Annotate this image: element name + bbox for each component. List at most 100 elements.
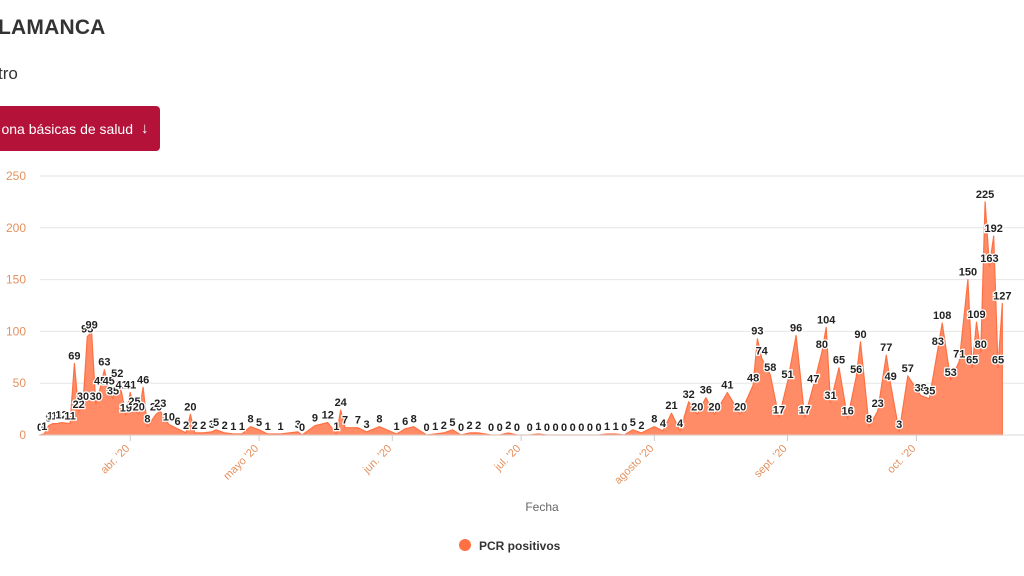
data-labels: 0191111121169223095993045634535524119412… <box>36 188 1013 436</box>
area-series <box>39 201 1024 436</box>
data-label: 150 <box>959 267 977 279</box>
data-label: 47 <box>807 373 819 385</box>
x-axis-ticks: abr. '20 mayo '20 jun. '20 jul. '20 agosto '… <box>99 435 918 487</box>
data-label: 51 <box>781 369 793 381</box>
data-label: 9 <box>312 413 318 425</box>
data-label: 49 <box>884 371 896 383</box>
data-label: 1 <box>41 421 47 433</box>
zone-basic-health-button[interactable]: ona básicas de salud ↓ <box>0 106 160 151</box>
y-tick-label: 150 <box>6 273 26 287</box>
data-label: 3 <box>896 419 902 431</box>
data-label: 20 <box>708 401 720 413</box>
data-label: 5 <box>213 417 219 429</box>
data-label: 2 <box>467 420 473 432</box>
data-label: 65 <box>833 355 845 367</box>
x-tick-label: jun. '20 <box>360 443 394 477</box>
data-label: 192 <box>985 223 1003 235</box>
data-label: 0 <box>621 422 627 434</box>
data-label: 0 <box>514 422 520 434</box>
x-tick-label: jul. '20 <box>492 443 523 474</box>
data-label: 0 <box>587 422 593 434</box>
data-label: 45 <box>103 375 115 387</box>
data-label: 41 <box>124 380 136 392</box>
data-label: 0 <box>578 422 584 434</box>
data-label: 74 <box>756 345 769 357</box>
data-label: 8 <box>247 414 253 426</box>
data-label: 1 <box>394 421 400 433</box>
data-label: 32 <box>683 389 695 401</box>
data-label: 8 <box>651 414 657 426</box>
data-label: 48 <box>747 372 759 384</box>
data-label: 4 <box>677 418 684 430</box>
x-tick-label: abr. '20 <box>99 443 133 477</box>
y-axis-ticks: 0 50 100 150 200 250 <box>6 169 26 442</box>
y-tick-label: 50 <box>13 376 27 390</box>
data-label: 58 <box>764 362 776 374</box>
data-label: 46 <box>137 374 149 386</box>
data-label: 0 <box>488 422 494 434</box>
data-label: 1 <box>604 421 610 433</box>
data-label: 127 <box>993 290 1011 302</box>
y-tick-label: 200 <box>6 221 26 235</box>
data-label: 20 <box>184 401 196 413</box>
data-label: 6 <box>402 416 408 428</box>
data-label: 8 <box>411 414 417 426</box>
x-tick-label: oct. '20 <box>885 443 918 476</box>
data-label: 65 <box>966 355 978 367</box>
data-label: 8 <box>866 414 872 426</box>
legend[interactable]: PCR positivos <box>459 539 561 553</box>
data-label: 7 <box>355 415 361 427</box>
data-label: 20 <box>691 401 703 413</box>
data-label: 31 <box>824 390 836 402</box>
y-tick-label: 250 <box>6 169 26 183</box>
data-label: 7 <box>342 415 348 427</box>
data-label: 30 <box>77 391 89 403</box>
data-label: 45 <box>94 375 106 387</box>
data-label: 63 <box>98 357 110 369</box>
data-label: 8 <box>376 414 382 426</box>
data-label: 17 <box>773 404 785 416</box>
data-label: 53 <box>945 367 957 379</box>
data-label: 23 <box>872 398 884 410</box>
data-label: 1 <box>265 421 271 433</box>
series-area-pcr-positivos <box>39 201 1003 436</box>
y-tick-label: 100 <box>6 324 26 338</box>
data-label: 0 <box>527 422 533 434</box>
data-label: 41 <box>721 380 733 392</box>
data-label: 80 <box>816 339 828 351</box>
data-label: 2 <box>505 420 511 432</box>
data-label: 30 <box>90 391 102 403</box>
page-title: LAMANCA <box>0 16 106 39</box>
data-label: 2 <box>222 420 228 432</box>
data-label: 1 <box>230 421 236 433</box>
data-label: 57 <box>902 363 914 375</box>
data-label: 77 <box>880 342 892 354</box>
data-label: 5 <box>256 417 262 429</box>
data-label: 22 <box>73 399 85 411</box>
data-label: 80 <box>975 339 987 351</box>
legend-marker <box>459 539 471 551</box>
data-label: 0 <box>458 422 464 434</box>
data-label: 0 <box>595 422 601 434</box>
data-label: 1 <box>239 421 245 433</box>
data-label: 21 <box>665 400 677 412</box>
data-label: 10 <box>163 412 175 424</box>
data-label: 2 <box>475 420 481 432</box>
data-label: 0 <box>544 422 550 434</box>
data-label: 11 <box>64 411 76 423</box>
data-label: 71 <box>953 348 965 360</box>
data-label: 99 <box>85 319 97 331</box>
data-label: 11 <box>51 411 63 423</box>
data-label: 1 <box>333 421 339 433</box>
page-subtitle: tro <box>0 64 18 83</box>
data-label: 65 <box>992 355 1004 367</box>
data-label: 0 <box>570 422 576 434</box>
data-label: 3 <box>363 419 369 431</box>
data-label: 6 <box>174 416 180 428</box>
data-label: 25 <box>128 396 140 408</box>
data-label: 225 <box>976 189 994 201</box>
data-label: 56 <box>850 364 862 376</box>
data-label: 12 <box>322 410 334 422</box>
data-label: 3 <box>295 419 301 431</box>
data-label: 0 <box>37 422 43 434</box>
